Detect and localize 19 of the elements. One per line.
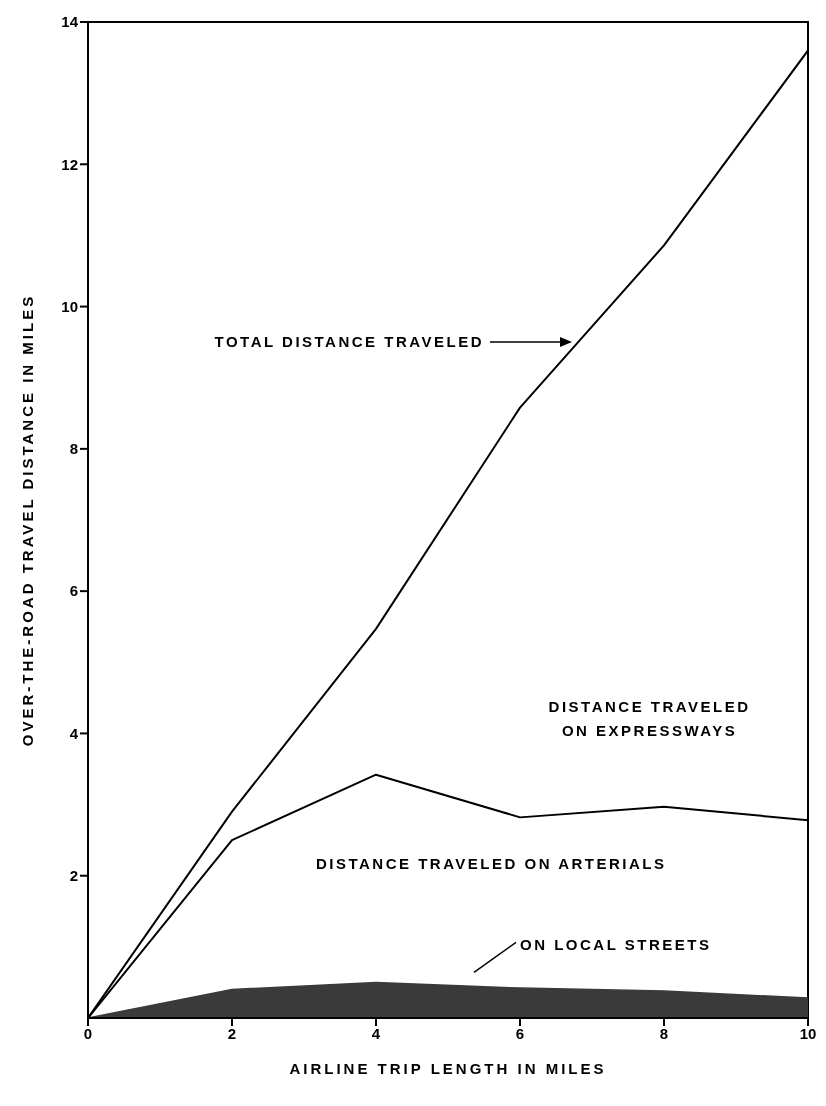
y-tick-label: 2 [69,867,78,885]
y-tick-label: 6 [69,582,78,600]
x-axis-title: AIRLINE TRIP LENGTH IN MILES [289,1060,607,1077]
y-tick-label: 8 [69,440,78,458]
y-axis-title: OVER-THE-ROAD TRAVEL DISTANCE IN MILES [19,293,37,747]
y-tick-label: 12 [61,155,78,173]
x-tick-label: 4 [371,1024,381,1042]
y-tick-label: 14 [61,13,79,31]
x-tick-label: 0 [83,1024,93,1042]
x-tick-label: 6 [515,1024,525,1042]
y-tick-label: 4 [69,724,79,742]
x-tick-label: 8 [659,1024,669,1042]
x-tick-label: 2 [227,1024,237,1042]
annotation: TOTAL DISTANCE TRAVELED [214,333,484,351]
y-tick-label: 10 [61,297,78,315]
x-tick-label: 10 [799,1024,817,1042]
annotation: DISTANCE TRAVELED ON ARTERIALS [315,854,667,872]
annotation: ON LOCAL STREETS [520,936,712,954]
annotation: DISTANCE TRAVELED ON EXPRESSWAYS [548,698,751,740]
